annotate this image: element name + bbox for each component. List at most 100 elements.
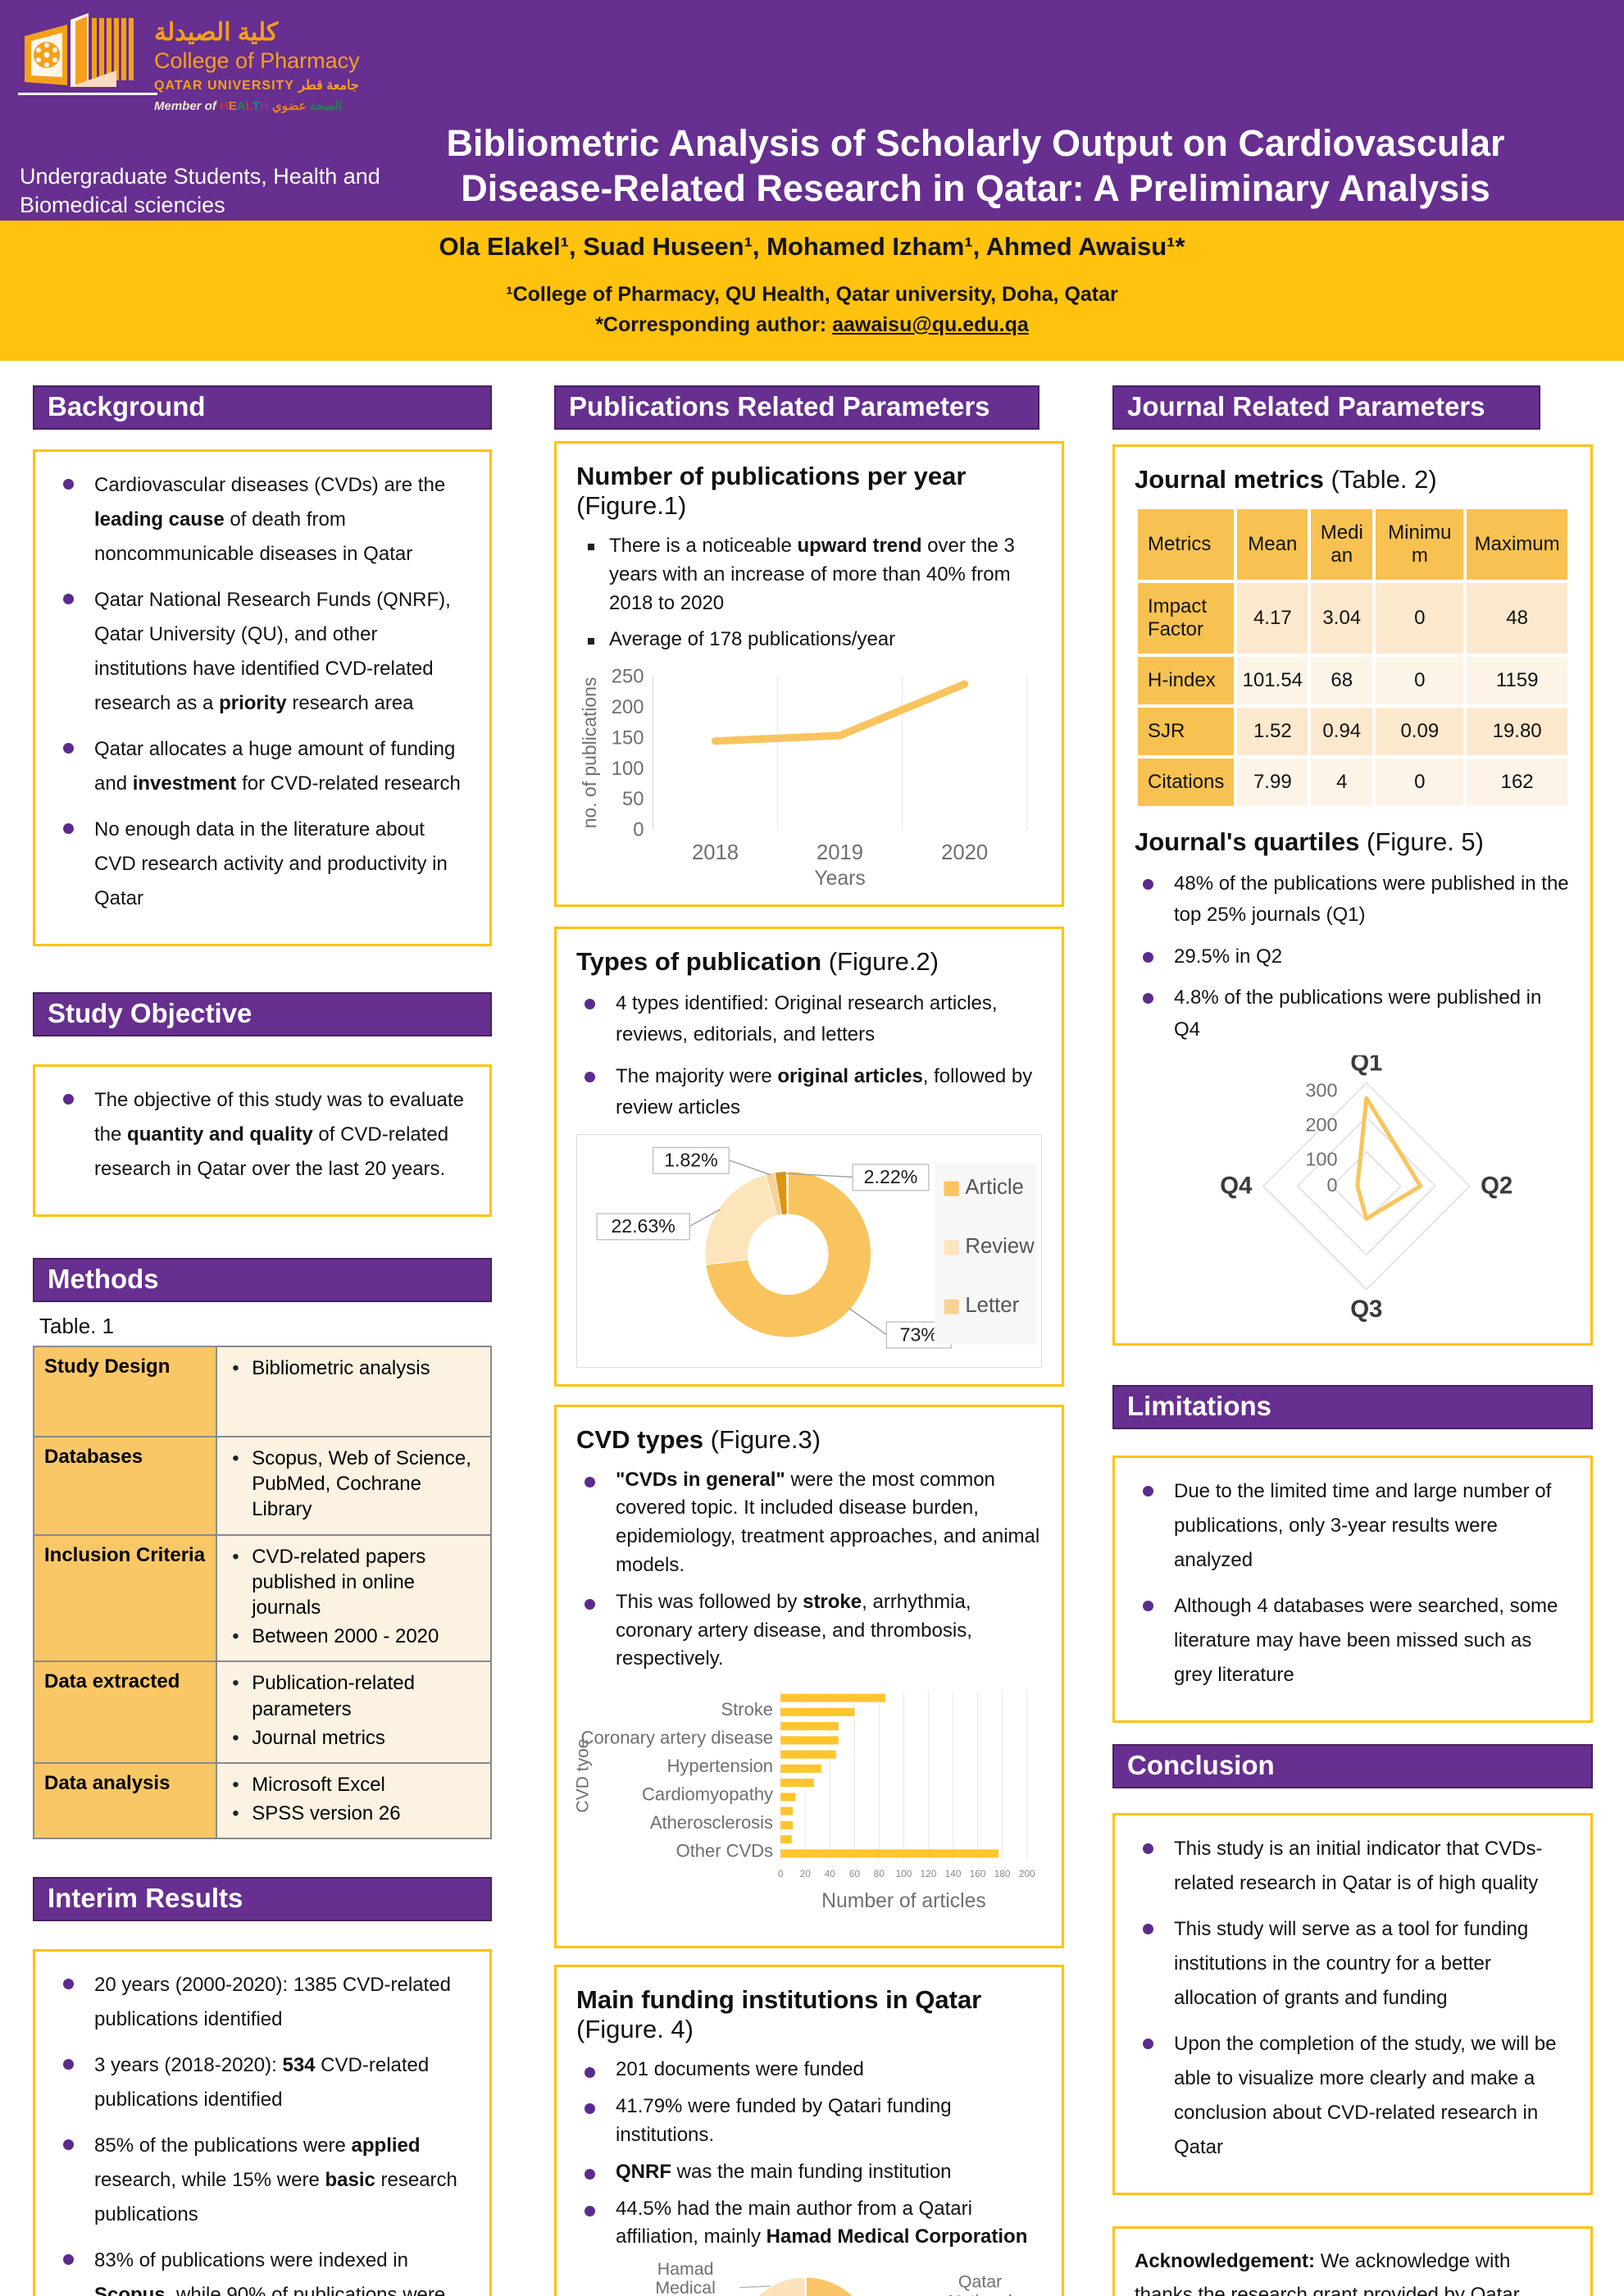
bullet-item: There is a noticeable upward trend over … <box>576 532 1042 617</box>
section-header-publications-params: Publications Related Parameters <box>554 385 1039 430</box>
svg-text:200: 200 <box>1019 1868 1035 1879</box>
svg-text:Q4: Q4 <box>1220 1173 1253 1200</box>
svg-text:200: 200 <box>612 696 644 718</box>
figure1-heading: Number of publications per year (Figure.… <box>576 462 967 520</box>
table-row: Citations 7.99 4 0 162 <box>1134 755 1571 809</box>
middle-column: Publications Related Parameters Number o… <box>554 385 1064 2296</box>
program-label: Undergraduate Students, Health and Biome… <box>20 164 380 218</box>
svg-text:Q2: Q2 <box>1481 1173 1513 1200</box>
acknowledgement-line: Acknowledgement: We acknowledge with tha… <box>1135 2250 1520 2296</box>
svg-text:Letter: Letter <box>965 1294 1019 1317</box>
logo-university-name: QATAR UNIVERSITY جامعة قطر <box>154 79 359 93</box>
svg-text:2.22%: 2.22% <box>864 1166 918 1187</box>
svg-text:100: 100 <box>612 758 644 780</box>
svg-text:Hypertension: Hypertension <box>667 1756 773 1776</box>
logo-underline <box>18 93 157 95</box>
bullet-item: 201 documents were funded <box>576 2056 1042 2084</box>
svg-text:0: 0 <box>778 1868 784 1879</box>
bullet-item: 3 years (2018-2020): 534 CVD-related pub… <box>55 2048 470 2117</box>
svg-text:Other CVDs: Other CVDs <box>676 1841 773 1861</box>
svg-text:100: 100 <box>1305 1148 1337 1169</box>
svg-text:Coronary artery disease: Coronary artery disease <box>581 1728 773 1748</box>
svg-text:Q3: Q3 <box>1350 1296 1382 1323</box>
svg-text:22.63%: 22.63% <box>611 1215 675 1237</box>
bullet-item: Upon the completion of the study, we wil… <box>1135 2027 1571 2165</box>
journal-quartiles-radar-chart: 0 100 200 300 Q1 Q2 Q3 Q4 <box>1220 1055 1513 1323</box>
section-header-conclusion: Conclusion <box>1112 1744 1593 1789</box>
methods-table: Study Design Bibliometric analysis Datab… <box>32 1346 492 1840</box>
bullet-item: This study will serve as a tool for fund… <box>1135 1912 1571 2016</box>
svg-text:73%: 73% <box>900 1323 938 1345</box>
qu-pharmacy-logo-icon <box>25 13 134 87</box>
affiliation-line: ¹College of Pharmacy, QU Health, Qatar u… <box>506 283 1118 306</box>
svg-text:Q1: Q1 <box>1350 1055 1382 1076</box>
logo-member-line: Member of HEALTH الصحة عضوي <box>154 99 343 113</box>
bullet-item: 48% of the publications were published i… <box>1135 868 1571 932</box>
bullet-item: Although 4 databases were searched, some… <box>1135 1589 1571 1692</box>
svg-text:Atherosclerosis: Atherosclerosis <box>650 1812 773 1833</box>
table-row: Data extracted Publication-related param… <box>32 1660 492 1764</box>
bullet-item: Due to the limited time and large number… <box>1135 1474 1571 1578</box>
bullet-item: 29.5% in Q2 <box>1135 941 1571 973</box>
right-column: Journal Related Parameters Journal metri… <box>1112 385 1593 2296</box>
table-row: SJR 1.52 0.94 0.09 19.80 <box>1134 704 1571 758</box>
table-row: Impact Factor 4.17 3.04 0 48 <box>1134 580 1571 657</box>
bullet-item: No enough data in the literature about C… <box>55 813 470 916</box>
svg-text:2018: 2018 <box>692 841 739 864</box>
journal-metrics-heading: Journal metrics (Table. 2) <box>1135 465 1437 494</box>
svg-text:CVD tyoe: CVD tyoe <box>576 1739 593 1813</box>
journal-metrics-table: Metrics Mean Median Minimum Maximum Impa… <box>1134 506 1571 809</box>
objective-box: The objective of this study was to evalu… <box>33 1064 492 1217</box>
figure2-heading: Types of publication (Figure.2) <box>576 947 939 977</box>
logo-text: كلية الصيدلة College of Pharmacy QATAR U… <box>154 8 360 113</box>
section-header-methods: Methods <box>33 1258 492 1302</box>
svg-text:140: 140 <box>945 1868 962 1879</box>
interim-results-box: 20 years (2000-2020): 1385 CVD-related p… <box>33 1949 492 2296</box>
bullet-item: Qatar allocates a huge amount of funding… <box>55 732 470 801</box>
background-bullets: Cardiovascular diseases (CVDs) are the l… <box>55 468 470 916</box>
figure3-box: CVD types (Figure.3) "CVDs in general" w… <box>554 1404 1064 1949</box>
section-header-objective: Study Objective <box>33 992 492 1036</box>
bullet-item: 41.79% were funded by Qatari funding ins… <box>576 2093 1042 2150</box>
svg-text:300: 300 <box>1305 1079 1337 1100</box>
figure2-chart-frame: 73% 22.63% 1.82% 2.22% Article Review Letter <box>576 1133 1042 1368</box>
svg-text:0: 0 <box>1326 1174 1337 1196</box>
svg-text:Cardiomyopathy: Cardiomyopathy <box>642 1784 773 1805</box>
section-header-background: Background <box>33 385 492 430</box>
bullet-item: The majority were original articles, fol… <box>576 1061 1042 1124</box>
bullet-item: QNRF was the main funding institution <box>576 2158 1042 2187</box>
svg-text:0: 0 <box>633 819 644 841</box>
conclusion-box: This study is an initial indicator that … <box>1112 1813 1593 2196</box>
bullet-item: 4.8% of the publications were published … <box>1135 982 1571 1046</box>
table-row: Metrics Mean Median Minimum Maximum <box>1134 506 1571 583</box>
bullet-item: Average of 178 publications/year <box>576 626 1042 654</box>
bullet-item: 20 years (2000-2020): 1385 CVD-related p… <box>55 1968 470 2037</box>
svg-text:160: 160 <box>970 1868 986 1879</box>
authors-band: Ola Elakel¹, Suad Huseen¹, Mohamed Izham… <box>0 221 1624 361</box>
svg-text:Review: Review <box>965 1235 1035 1258</box>
svg-text:20: 20 <box>800 1868 812 1879</box>
section-header-journal-params: Journal Related Parameters <box>1112 385 1540 430</box>
limitations-box: Due to the limited time and large number… <box>1112 1456 1593 1724</box>
corresponding-email-link[interactable]: aawaisu@qu.edu.qa <box>832 313 1029 336</box>
section-header-interim-results: Interim Results <box>33 1877 492 1922</box>
svg-text:Qatar: Qatar <box>958 2272 1002 2292</box>
figure4-heading: Main funding institutions in Qatar (Figu… <box>576 1985 982 2044</box>
corresponding-line: *Corresponding author: aawaisu@qu.edu.qa <box>595 313 1029 336</box>
journal-box: Journal metrics (Table. 2) Metrics Mean … <box>1112 444 1593 1346</box>
svg-text:2020: 2020 <box>941 841 988 864</box>
methods-table-caption: Table. 1 <box>39 1314 115 1338</box>
svg-text:Medical: Medical <box>655 2278 715 2296</box>
journal-quartiles-heading: Journal's quartiles (Figure. 5) <box>1135 827 1484 856</box>
publications-per-year-line-chart: 0 50 100 150 200 250 2018 2019 2020 Years no. of p… <box>579 666 1028 888</box>
poster-title: Bibliometric Analysis of Scholarly Outpu… <box>446 122 1505 210</box>
svg-text:200: 200 <box>1305 1114 1337 1135</box>
svg-text:Hamad: Hamad <box>657 2260 714 2279</box>
table-row: Inclusion Criteria CVD-related papers pu… <box>32 1533 492 1663</box>
background-box: Cardiovascular diseases (CVDs) are the l… <box>33 449 492 946</box>
svg-text:1.82%: 1.82% <box>664 1149 718 1170</box>
bullet-item: Qatar National Research Funds (QNRF), Qa… <box>55 583 470 721</box>
svg-text:120: 120 <box>921 1868 937 1879</box>
left-column: Background Cardiovascular diseases (CVDs… <box>32 385 492 2296</box>
